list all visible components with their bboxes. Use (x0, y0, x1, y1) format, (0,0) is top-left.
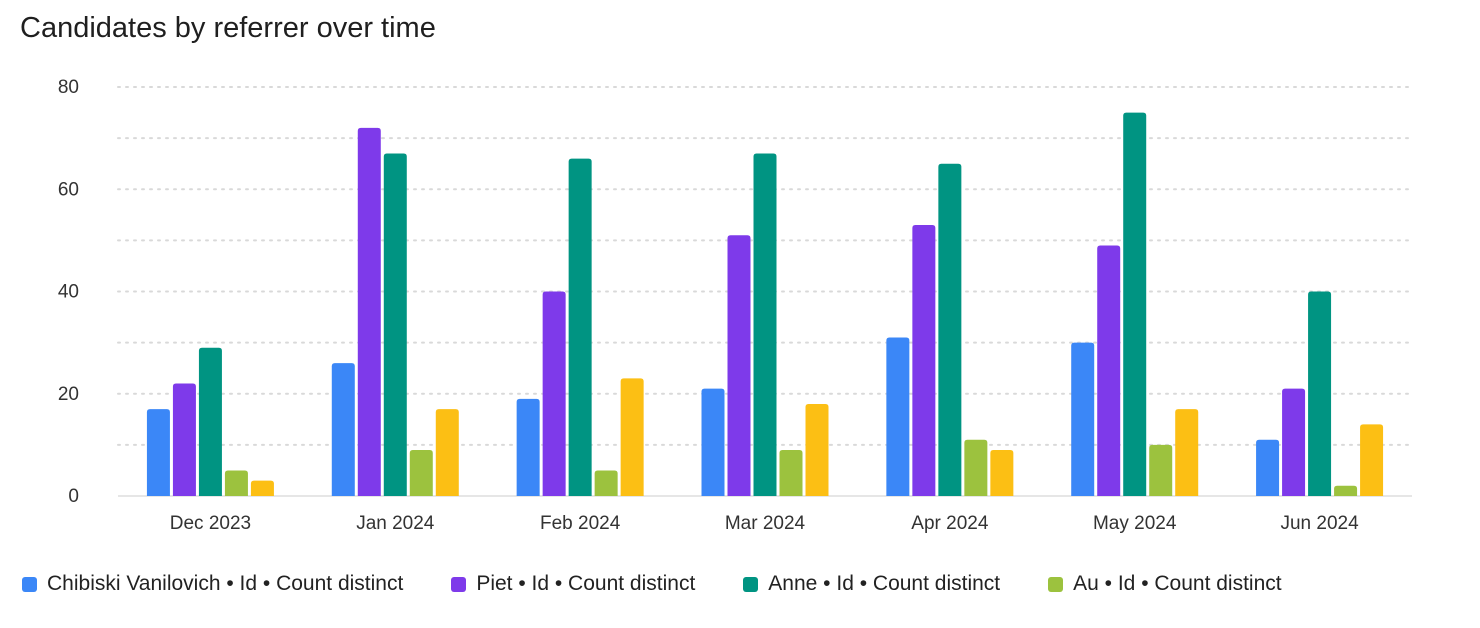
legend-label: Anne • Id • Count distinct (768, 572, 1001, 595)
legend-label: Piet • Id • Count distinct (476, 572, 696, 595)
bar (938, 163, 962, 496)
y-tick-label: 60 (58, 179, 79, 200)
legend-item[interactable]: Chibiski Vanilovich • Id • Count distinc… (22, 572, 403, 596)
bar (620, 378, 644, 496)
bar (146, 409, 170, 496)
bar (383, 153, 407, 496)
legend-swatch (743, 576, 759, 592)
bar (172, 383, 196, 496)
bar (1334, 485, 1358, 496)
x-tick-label: Mar 2024 (725, 513, 806, 534)
legend-item[interactable]: Au • Id • Count distinct (1048, 572, 1282, 596)
bar (1256, 439, 1280, 496)
bar (357, 127, 381, 497)
chart-title: Candidates by referrer over time (20, 12, 436, 44)
y-tick-label: 0 (68, 486, 79, 507)
bar (805, 403, 829, 496)
x-tick-label: Jan 2024 (356, 513, 435, 534)
bar (727, 235, 751, 496)
legend-label: Chibiski Vanilovich • Id • Count distinc… (47, 572, 404, 595)
bar (435, 409, 459, 496)
bar (964, 439, 988, 496)
bar (990, 449, 1014, 496)
bar (1175, 409, 1199, 496)
bar (1282, 388, 1306, 496)
legend-swatch (451, 576, 467, 592)
x-tick-label: Dec 2023 (170, 513, 251, 534)
bar (1097, 245, 1121, 496)
y-tick-label: 20 (58, 384, 79, 405)
bar (1123, 112, 1147, 496)
bar (779, 449, 803, 496)
y-tick-label: 80 (58, 77, 79, 98)
chart-legend: Chibiski Vanilovich • Id • Count distinc… (22, 572, 1330, 596)
bar (542, 291, 566, 496)
bar (1149, 444, 1173, 496)
legend-swatch (22, 576, 37, 592)
bar (1071, 342, 1095, 496)
x-tick-label: Feb 2024 (540, 513, 621, 534)
bar (331, 363, 355, 496)
bar (753, 153, 777, 496)
bar (1360, 424, 1384, 496)
bar (1308, 291, 1332, 496)
y-tick-label: 40 (58, 282, 79, 303)
bar-chart: 0 20 40 60 80 Dec 2023 Jan 2024 Feb 2024 Mar 202… (58, 77, 1413, 534)
bar (198, 347, 222, 496)
bar (594, 470, 618, 496)
legend-label: Au • Id • Count distinct (1073, 572, 1282, 595)
x-tick-label: May 2024 (1093, 513, 1177, 534)
legend-item[interactable]: Anne • Id • Count distinct (743, 572, 1000, 596)
legend-swatch (1048, 576, 1064, 592)
bar (701, 388, 725, 496)
bar (224, 470, 248, 496)
x-tick-label: Jun 2024 (1280, 513, 1359, 534)
bar (568, 158, 592, 496)
legend-item[interactable]: Piet • Id • Count distinct (451, 572, 695, 596)
bar (516, 398, 540, 496)
bar (886, 337, 910, 496)
bar (912, 225, 936, 496)
bar (409, 449, 433, 496)
x-tick-label: Apr 2024 (911, 513, 989, 534)
bar (250, 480, 274, 496)
